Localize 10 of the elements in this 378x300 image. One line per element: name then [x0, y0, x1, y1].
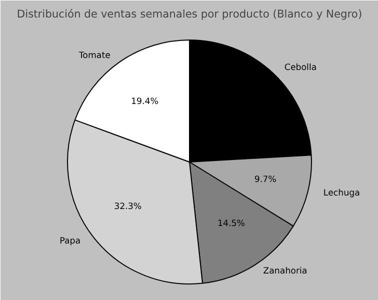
data-label: 9.7%	[254, 174, 276, 185]
data-label: 32.3%	[114, 202, 142, 212]
data-label: 14.5%	[217, 218, 245, 229]
slice-label: Cebolla	[284, 63, 317, 74]
chart-title: Distribución de ventas semanales por producto (Blanco y Negro)	[16, 8, 362, 20]
slice-label: Tomate	[78, 51, 110, 62]
slice-label: Zanahoria	[263, 266, 308, 276]
slice-label: Papa	[60, 236, 81, 246]
data-label: 19.4%	[130, 97, 158, 108]
slice-label: Lechuga	[323, 188, 360, 199]
